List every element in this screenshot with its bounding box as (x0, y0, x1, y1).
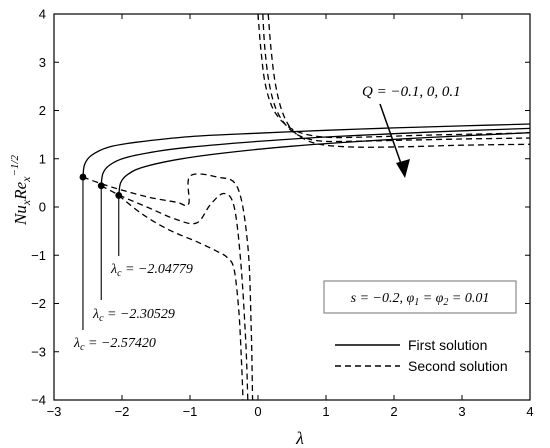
second-solution-line-7 (262, 14, 530, 143)
x-tick-label: 4 (526, 404, 533, 419)
second-solution-line-5 (118, 194, 244, 400)
y-tick-label: 1 (39, 151, 46, 166)
legend: First solution Second solution (335, 337, 508, 374)
critical-point (79, 173, 87, 181)
critical-label-2: λc = −2.30529 (92, 307, 175, 324)
q-annotation: Q = −0.1, 0, 0.1 (362, 84, 461, 100)
x-tick-label: −2 (115, 404, 130, 419)
q-arrow (379, 103, 410, 178)
y-tick-label: 3 (39, 55, 46, 70)
svg-text:NuxRex−1/2: NuxRex−1/2 (9, 155, 33, 226)
y-tick-label: 0 (39, 200, 46, 215)
params-box (323, 280, 517, 314)
x-tick-label: 1 (322, 404, 329, 419)
params-text: s = −0.2, φ1 = φ2 = 0.01 (351, 291, 490, 308)
y-axis-label: NuxRex−1/2 (9, 155, 33, 226)
legend-second-solution: Second solution (408, 358, 508, 374)
critical-point (115, 192, 123, 199)
first-solution-line-1 (100, 127, 530, 186)
first-solution-line-0 (82, 123, 530, 178)
x-tick-label: 3 (458, 404, 465, 419)
x-tick-label: −3 (47, 404, 62, 419)
y-tick-label: −4 (31, 393, 46, 408)
y-tick-label: 2 (39, 103, 46, 118)
y-tick-label: 4 (39, 7, 46, 22)
critical-label-1: λc = −2.57420 (73, 336, 156, 353)
x-tick-label: 0 (254, 404, 261, 419)
second-solution-line-6 (257, 14, 530, 139)
y-tick-label: −2 (31, 296, 46, 311)
y-tick-label: −1 (31, 248, 46, 263)
legend-first-solution: First solution (408, 337, 487, 353)
x-tick-label: −1 (183, 404, 198, 419)
second-solution-line-3 (82, 173, 254, 400)
series-group (82, 14, 530, 400)
y-tick-label: −3 (31, 344, 46, 359)
first-solution-line-2 (118, 132, 530, 196)
second-solution-line-4 (100, 185, 249, 400)
critical-label-3: λc = −2.04779 (110, 262, 193, 279)
x-tick-label: 2 (390, 404, 397, 419)
critical-point (97, 182, 105, 190)
x-axis-label: λ (295, 428, 304, 448)
